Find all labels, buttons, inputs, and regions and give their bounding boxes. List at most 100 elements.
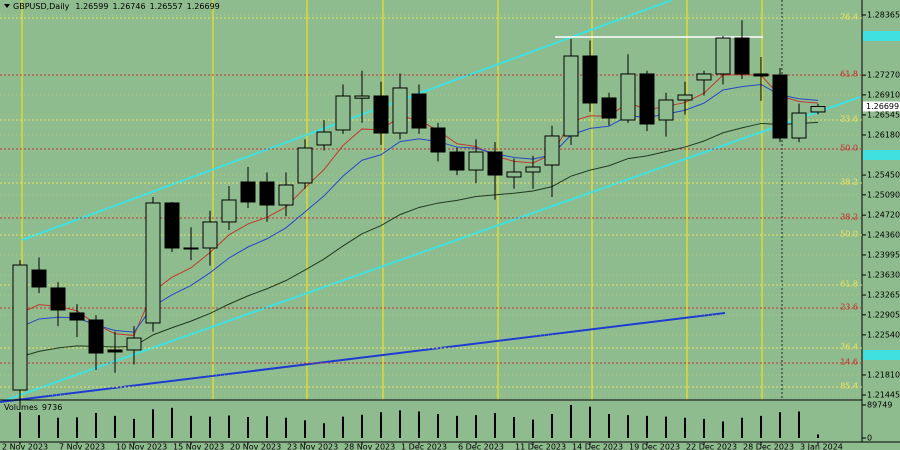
candle-body	[734, 37, 750, 75]
candle-body	[31, 269, 47, 288]
candle-body	[563, 55, 579, 137]
candle-body	[69, 312, 85, 321]
x-tick-label: 6 Dec 2023	[458, 443, 504, 450]
x-tick-label: 7 Nov 2023	[59, 443, 105, 450]
volume-current: 9736	[42, 403, 62, 412]
volume-header: Volumes 9736	[4, 403, 62, 412]
candle-body	[145, 202, 161, 324]
alert-marker	[863, 31, 900, 41]
fib-label: 76.4	[840, 13, 858, 22]
y-tick-label: 1.26910	[867, 90, 900, 99]
candle-body	[772, 74, 788, 139]
candle-body	[392, 87, 408, 134]
candle-body	[696, 73, 712, 81]
volume-tick-label: 0	[867, 434, 872, 443]
candle-body	[544, 135, 560, 166]
fib-label: 23.6	[840, 114, 858, 123]
candle-body	[753, 73, 769, 77]
y-tick-label: 1.24360	[867, 230, 900, 239]
candle-body	[639, 73, 655, 125]
candle-body	[202, 221, 218, 249]
x-tick-label: 19 Dec 2023	[629, 443, 680, 450]
y-tick-label: 1.23630	[867, 271, 900, 280]
x-tick-label: 1 Dec 2023	[401, 443, 447, 450]
y-tick-label: 1.23265	[867, 291, 900, 300]
candle-body	[582, 55, 598, 104]
x-tick-label: 22 Dec 2023	[686, 443, 737, 450]
candle-body	[88, 319, 104, 354]
candle-body	[487, 151, 503, 176]
open-value: 1.26599	[75, 2, 108, 11]
candle-body	[221, 199, 237, 223]
candle-body	[297, 147, 313, 184]
candle-body	[449, 151, 465, 171]
moving-average	[19, 121, 819, 358]
candle-body	[107, 349, 123, 353]
y-tick-label: 1.27270	[867, 71, 900, 80]
x-tick-label: 28 Nov 2023	[344, 443, 395, 450]
candle-body	[601, 97, 617, 119]
candle-body	[278, 184, 294, 206]
alert-marker	[863, 150, 900, 160]
candle-body	[658, 99, 674, 121]
menu-triangle	[4, 4, 10, 8]
x-tick-label: 15 Nov 2023	[173, 443, 224, 450]
candle-body	[12, 264, 28, 391]
y-tick-label: 1.21445	[867, 391, 900, 400]
alert-marker	[863, 350, 900, 360]
x-tick-label: 11 Dec 2023	[515, 443, 566, 450]
y-tick-label: 1.24720	[867, 211, 900, 220]
candle-body	[126, 337, 142, 351]
fib-label: 50.0	[840, 143, 858, 152]
candle-body	[430, 127, 446, 153]
y-tick-label: 1.22905	[867, 310, 900, 319]
y-tick-label: 1.26180	[867, 130, 900, 139]
x-tick-label: 20 Nov 2023	[230, 443, 281, 450]
x-tick-label: 14 Dec 2023	[572, 443, 623, 450]
y-tick-label: 1.21810	[867, 370, 900, 379]
x-tick-label: 23 Nov 2023	[287, 443, 338, 450]
candle-body	[506, 171, 522, 178]
candle-body	[316, 131, 332, 146]
fib-label: 76.4	[840, 342, 858, 351]
x-tick-label: 2 Nov 2023	[2, 443, 48, 450]
fib-label: 38.2	[840, 213, 858, 222]
current-price: 1.26699	[866, 102, 899, 111]
y-tick-label: 1.23995	[867, 250, 900, 259]
candle-body	[525, 166, 541, 173]
candle-body	[335, 95, 351, 131]
x-tick-label: 3 Jan 2024	[800, 443, 843, 450]
y-tick-label: 1.26545	[867, 110, 900, 119]
y-tick-label: 1.28365	[867, 10, 900, 19]
fib-label: 85.4	[840, 381, 858, 390]
candle-body	[240, 181, 256, 203]
y-tick-label: 1.25450	[867, 171, 900, 180]
candle-body	[620, 73, 636, 121]
candle-body	[183, 247, 199, 250]
y-tick-label: 1.22540	[867, 330, 900, 339]
current-price-box	[863, 101, 900, 112]
channel-lower	[0, 96, 861, 403]
candle-body	[354, 95, 370, 99]
plot: 76.4 61.8 23.6 50.0 38.2 38.2 50.0 61.8 23.6 76.4…	[0, 13, 862, 438]
candle-body	[259, 181, 275, 206]
y-tick-label: 1.25090	[867, 190, 900, 199]
close-value: 1.26699	[187, 2, 220, 11]
volume-tick-label: 89749	[867, 400, 892, 409]
x-tick-label: 28 Dec 2023	[743, 443, 794, 450]
fib-label: 23.6	[840, 303, 858, 312]
symbol: GBPUSD,Daily	[13, 2, 70, 11]
candle-body	[468, 151, 484, 171]
fib-label: 50.0	[840, 229, 858, 238]
candle-body	[715, 37, 731, 75]
candle-body	[411, 93, 427, 129]
header: GBPUSD,Daily 1.26599 1.26746 1.26557 1.26699	[13, 2, 220, 11]
high-value: 1.26746	[112, 2, 145, 11]
x-tick-label: 10 Nov 2023	[116, 443, 167, 450]
candle-body	[164, 202, 180, 249]
fib-label: 61.8	[840, 280, 858, 289]
candle-body	[373, 95, 389, 134]
